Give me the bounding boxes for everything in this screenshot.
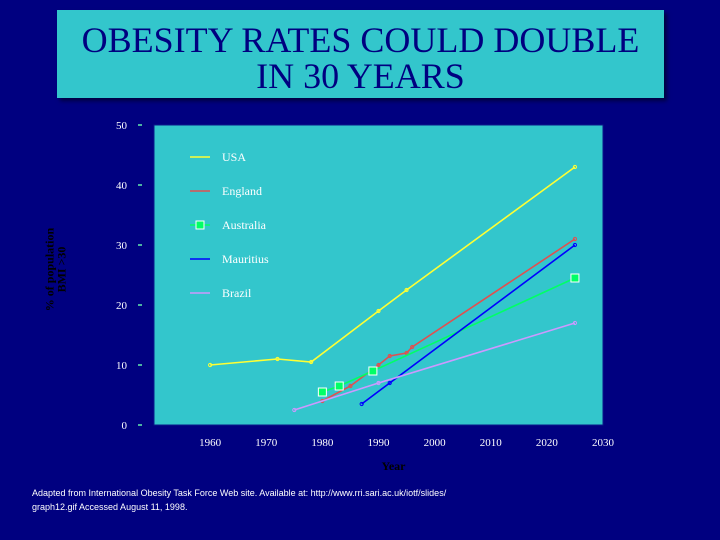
y-tick-label: 50 — [116, 120, 128, 132]
data-point-usa — [309, 359, 314, 365]
series-line-australia — [322, 277, 576, 393]
data-point-usa — [376, 308, 381, 314]
title-line-1: OBESITY RATES COULD DOUBLE — [81, 20, 640, 60]
x-axis-label: Year — [382, 459, 407, 473]
data-point-brazil — [572, 320, 578, 326]
y-tick-label: 10 — [116, 360, 128, 372]
x-tick-label: 2000 — [424, 437, 447, 449]
y-tick-label: 0 — [122, 420, 128, 432]
data-point-usa — [404, 287, 409, 293]
data-point-australia — [317, 387, 327, 397]
legend-label-mauritius: Mauritius — [222, 252, 269, 266]
data-point-australia — [368, 366, 378, 376]
y-tick-label: 40 — [116, 180, 128, 192]
data-point-england — [387, 353, 392, 359]
legend-label-england: England — [222, 184, 262, 198]
data-point-england — [348, 383, 353, 389]
data-point-england — [410, 344, 415, 350]
x-tick-label: 2010 — [480, 437, 503, 449]
data-point-brazil — [376, 380, 381, 386]
data-point-england — [376, 362, 381, 368]
data-point-mauritius — [387, 380, 392, 386]
series-line-usa — [210, 166, 576, 366]
legend-label-usa: USA — [222, 150, 246, 164]
data-point-usa — [275, 356, 280, 362]
data-point-usa — [572, 164, 578, 170]
title-line-2: IN 30 YEARS — [256, 56, 465, 96]
x-tick-label: 2030 — [592, 437, 615, 449]
x-tick-label: 1960 — [199, 437, 222, 449]
data-point-australia — [570, 273, 580, 283]
data-point-mauritius — [359, 401, 364, 407]
source-note-line-2: graph12.gif Accessed August 11, 1998. — [32, 502, 188, 512]
title-box: OBESITY RATES COULD DOUBLE IN 30 YEARS — [57, 10, 664, 98]
legend-marker-australia — [195, 220, 205, 230]
y-axis-label-line-2: BMI >30 — [54, 246, 69, 293]
data-point-australia — [334, 381, 344, 391]
data-point-usa — [208, 362, 213, 368]
x-tick-label: 1970 — [255, 437, 278, 449]
data-point-england — [404, 350, 409, 356]
y-tick-label: 20 — [116, 300, 128, 312]
legend-label-australia: Australia — [222, 218, 267, 232]
legend-label-brazil: Brazil — [222, 286, 252, 300]
series-line-england — [321, 238, 576, 402]
data-point-england — [572, 236, 578, 242]
series-line-brazil — [294, 322, 576, 411]
y-tick-label: 30 — [116, 240, 128, 252]
data-point-mauritius — [572, 242, 578, 248]
series-line-mauritius — [361, 244, 576, 405]
source-note-line-1: Adapted from International Obesity Task … — [32, 488, 447, 498]
x-tick-label: 1980 — [311, 437, 334, 449]
data-point-brazil — [292, 407, 297, 413]
x-tick-label: 2020 — [536, 437, 559, 449]
plot-area — [153, 124, 604, 426]
x-tick-label: 1990 — [368, 437, 391, 449]
